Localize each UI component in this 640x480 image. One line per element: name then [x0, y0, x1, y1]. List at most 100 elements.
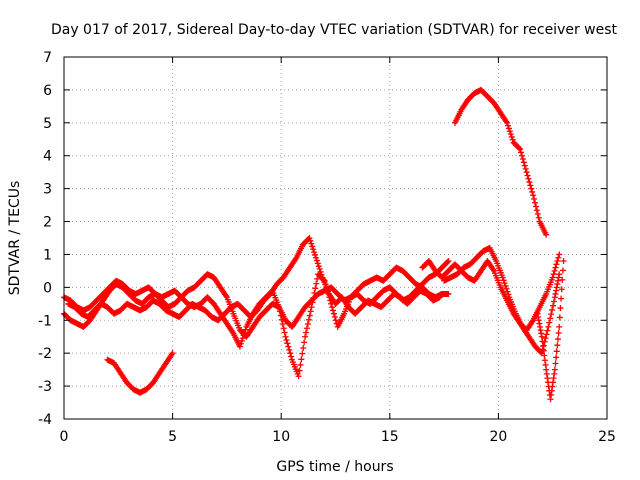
- data-point: [559, 267, 566, 274]
- data-point: [550, 271, 557, 278]
- data-point: [295, 373, 302, 380]
- data-point: [300, 345, 307, 352]
- data-point: [555, 254, 562, 261]
- data-point: [236, 343, 243, 350]
- data-point: [332, 317, 339, 324]
- data-point: [518, 152, 525, 159]
- data-point: [276, 308, 283, 315]
- data-point: [551, 267, 558, 274]
- grid: [64, 57, 607, 419]
- data-point: [524, 172, 531, 179]
- data-point: [535, 214, 542, 221]
- data-point: [557, 305, 564, 312]
- data-point: [238, 337, 245, 344]
- chart-title: Day 017 of 2017, Sidereal Day-to-day VTE…: [51, 22, 618, 38]
- data-point: [545, 323, 552, 330]
- data-point: [286, 346, 293, 353]
- y-tick-label: 7: [43, 50, 52, 66]
- data-point: [549, 306, 556, 313]
- data-point: [499, 274, 506, 281]
- data-point: [316, 266, 323, 273]
- y-axis-label: SDTVAR / TECUs: [7, 181, 23, 296]
- data-point: [312, 254, 319, 261]
- data-point: [278, 316, 285, 323]
- x-tick-label: 5: [168, 429, 177, 445]
- data-point: [287, 350, 294, 357]
- data-point: [556, 323, 563, 330]
- data-point: [312, 251, 319, 258]
- data-point: [308, 304, 315, 311]
- y-tick-label: 3: [43, 182, 52, 198]
- y-tick-label: 2: [43, 215, 52, 231]
- data-point: [283, 337, 290, 344]
- y-tick-label: 6: [43, 83, 52, 99]
- data-point: [506, 128, 513, 135]
- data-point: [308, 240, 315, 247]
- data-point: [310, 246, 317, 253]
- data-point: [531, 195, 538, 202]
- data-point: [509, 136, 516, 143]
- data-point: [554, 336, 561, 343]
- x-tick-label: 15: [381, 429, 399, 445]
- data-point: [169, 350, 176, 357]
- y-tick-label: 0: [43, 280, 52, 296]
- data-point: [306, 312, 313, 319]
- x-tick-label: 0: [60, 429, 69, 445]
- data-point: [279, 321, 286, 328]
- data-point: [552, 360, 559, 367]
- data-point: [330, 310, 337, 317]
- series-track-4: [104, 350, 176, 396]
- data-point: [310, 294, 317, 301]
- data-point: [315, 263, 322, 270]
- data-point: [533, 207, 540, 214]
- data-point: [532, 203, 539, 210]
- data-point: [314, 260, 321, 267]
- series-track-1: [61, 264, 452, 340]
- data-point: [329, 304, 336, 311]
- data-point: [558, 286, 565, 293]
- data-point: [525, 175, 532, 182]
- data-point: [500, 277, 507, 284]
- y-tick-label: -2: [38, 346, 52, 362]
- data-point: [521, 162, 528, 169]
- data-point: [280, 325, 287, 332]
- data-point: [282, 333, 289, 340]
- data-point: [277, 312, 284, 319]
- data-point: [555, 329, 562, 336]
- data-point: [311, 290, 318, 297]
- series-track-8: [534, 258, 567, 403]
- data-point: [237, 340, 244, 347]
- data-series: [61, 86, 567, 403]
- data-point: [505, 125, 512, 132]
- data-point: [553, 261, 560, 268]
- data-point: [314, 275, 321, 282]
- data-point: [303, 329, 310, 336]
- data-point: [240, 332, 247, 339]
- data-point: [297, 361, 304, 368]
- data-point: [556, 314, 563, 321]
- data-point: [516, 145, 523, 152]
- x-axis-label: GPS time / hours: [276, 459, 393, 475]
- data-point: [526, 179, 533, 186]
- data-point: [554, 258, 561, 265]
- data-point: [559, 276, 566, 283]
- data-point: [523, 169, 530, 176]
- y-tick-label: -4: [38, 412, 52, 428]
- axis-ticks: 0 5 10 15 20 25 -4 -3 -2 -1 0 1 2 3 4 5 6 7: [38, 50, 616, 445]
- data-point: [444, 258, 451, 265]
- data-point: [317, 268, 324, 275]
- data-point: [517, 146, 524, 153]
- data-point: [301, 339, 308, 346]
- data-point: [527, 182, 534, 189]
- data-point: [242, 326, 249, 333]
- data-point: [549, 274, 556, 281]
- y-tick-label: -3: [38, 379, 52, 395]
- data-point: [304, 321, 311, 328]
- data-point: [445, 290, 452, 297]
- data-point: [534, 211, 541, 218]
- data-point: [532, 199, 539, 206]
- data-point: [550, 302, 557, 309]
- y-tick-label: 1: [43, 247, 52, 263]
- data-point: [505, 122, 512, 129]
- data-point: [553, 348, 560, 355]
